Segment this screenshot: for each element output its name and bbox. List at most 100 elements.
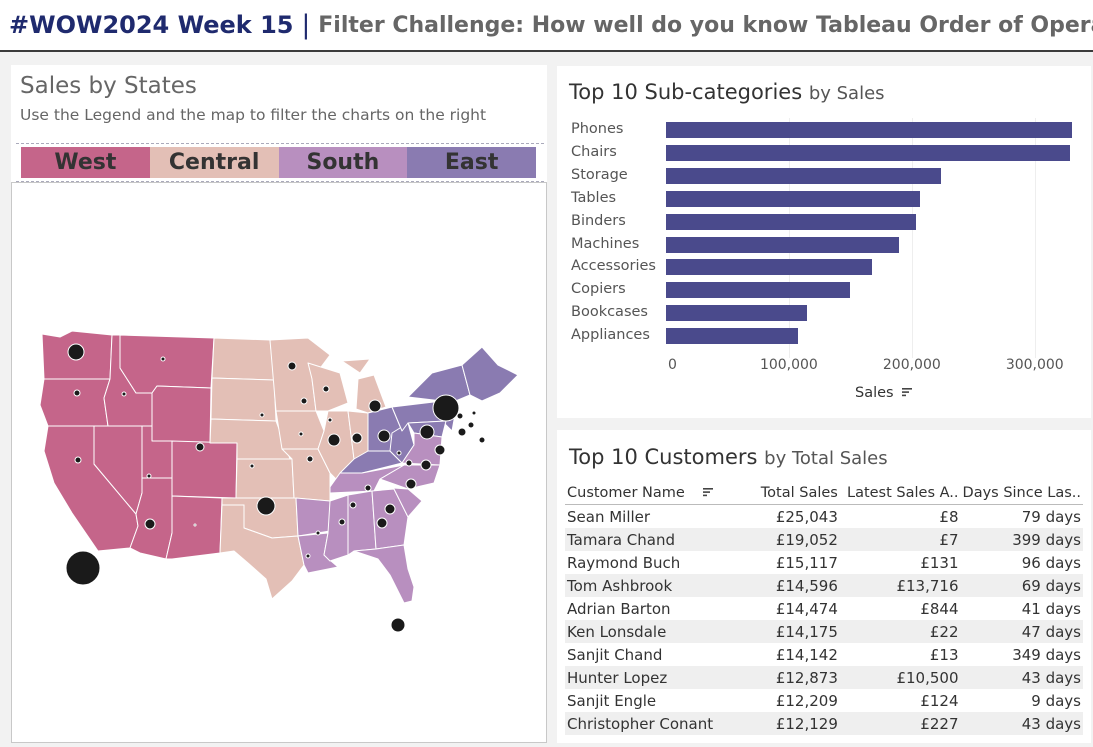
state-south-carolina[interactable] — [379, 486, 423, 518]
state-alabama[interactable] — [347, 490, 377, 556]
sales-bubble[interactable] — [376, 517, 388, 529]
sales-bubble[interactable] — [67, 343, 85, 361]
sales-bubble[interactable] — [73, 389, 81, 397]
sales-bubble[interactable] — [368, 399, 382, 413]
state-florida[interactable] — [353, 544, 415, 604]
state-new-england[interactable] — [461, 346, 519, 402]
state-georgia[interactable] — [371, 488, 409, 550]
table-row[interactable]: Christopher Conant £12,129 £227 43 days — [565, 712, 1083, 735]
sales-bubble[interactable] — [160, 356, 166, 362]
bar-appliances[interactable] — [666, 328, 798, 345]
sort-descending-icon[interactable] — [703, 485, 714, 501]
sales-bubble[interactable] — [259, 412, 265, 418]
sales-bubble[interactable] — [144, 518, 156, 530]
bar-binders[interactable] — [666, 213, 916, 230]
state-new-mexico[interactable] — [165, 495, 223, 560]
legend-south[interactable]: South — [278, 147, 408, 178]
bar-label-copiers: Copiers — [571, 281, 626, 298]
state-wyoming[interactable] — [151, 385, 212, 444]
sales-bubble[interactable] — [322, 385, 330, 393]
sales-bubble[interactable] — [193, 523, 197, 527]
sales-bubble[interactable] — [338, 518, 346, 526]
sales-bubble[interactable] — [405, 478, 417, 490]
sales-bubble[interactable] — [298, 431, 304, 437]
table-row[interactable]: Raymond Buch £15,117 £131 96 days — [565, 551, 1083, 574]
sales-bubble[interactable] — [419, 424, 435, 440]
bar-bookcases[interactable] — [666, 305, 807, 322]
sales-bubble[interactable] — [405, 459, 413, 467]
us-map-svg[interactable] — [12, 183, 546, 742]
bar-storage[interactable] — [666, 167, 941, 184]
sales-bubble[interactable] — [121, 391, 127, 397]
sort-descending-icon[interactable] — [902, 385, 913, 401]
sales-bubble[interactable] — [420, 459, 432, 471]
legend-east[interactable]: East — [407, 147, 536, 178]
sales-bubble[interactable] — [434, 444, 446, 456]
table-row[interactable]: Sanjit Chand £14,142 £13 349 days — [565, 643, 1083, 666]
column-header-total-sales[interactable]: Total Sales — [740, 482, 840, 505]
sales-bubble[interactable] — [287, 361, 297, 371]
sales-bubble[interactable] — [74, 456, 82, 464]
sales-bubble[interactable] — [396, 450, 402, 456]
sales-bubble[interactable] — [349, 501, 357, 509]
sales-bubble[interactable] — [327, 433, 341, 447]
customers-title: Top 10 Customers by Total Sales — [569, 445, 888, 469]
sales-bubble[interactable] — [432, 394, 460, 422]
table-row[interactable]: Tom Ashbrook £14,596 £13,716 69 days — [565, 574, 1083, 597]
sales-bubble[interactable] — [146, 473, 152, 479]
state-colorado[interactable] — [171, 440, 238, 499]
sales-bubble[interactable] — [327, 417, 333, 423]
bar-label-bookcases: Bookcases — [571, 304, 648, 321]
sales-bubble[interactable] — [467, 421, 475, 429]
state-texas[interactable] — [219, 504, 305, 600]
sales-bubble[interactable] — [300, 397, 308, 405]
sales-bubble[interactable] — [315, 530, 321, 536]
bar-chairs[interactable] — [666, 144, 1070, 161]
sales-bubble[interactable] — [256, 496, 276, 516]
sales-bubble[interactable] — [306, 455, 314, 463]
bar-accessories[interactable] — [666, 259, 872, 276]
sales-bubble[interactable] — [471, 410, 477, 416]
table-row[interactable]: Sean Miller £25,043 £8 79 days — [565, 505, 1083, 529]
sales-bubble[interactable] — [390, 617, 406, 633]
x-axis-title[interactable]: Sales — [855, 385, 913, 401]
sales-bubble[interactable] — [351, 432, 363, 444]
state-tennessee[interactable] — [329, 464, 405, 494]
sales-bubble[interactable] — [457, 427, 467, 437]
table-row[interactable]: Tamara Chand £19,052 £7 399 days — [565, 528, 1083, 551]
cell-total-sales: £15,117 — [775, 553, 838, 572]
bar-machines[interactable] — [666, 236, 899, 253]
bar-copiers[interactable] — [666, 282, 850, 299]
legend-west[interactable]: West — [21, 147, 150, 178]
sales-bubble[interactable] — [65, 550, 101, 586]
sales-bubble[interactable] — [478, 436, 486, 444]
sales-bubble[interactable] — [249, 463, 255, 469]
us-states-map[interactable] — [11, 182, 547, 743]
sales-bubble[interactable] — [456, 412, 464, 420]
gridline — [1035, 118, 1036, 358]
sales-bubble[interactable] — [377, 429, 391, 443]
state-south-dakota[interactable] — [210, 377, 277, 422]
state-oregon[interactable] — [39, 378, 111, 427]
state-montana[interactable] — [119, 334, 215, 394]
legend-central[interactable]: Central — [149, 147, 279, 178]
sales-bubble[interactable] — [364, 484, 372, 492]
table-row[interactable]: Ken Lonsdale £14,175 £22 47 days — [565, 620, 1083, 643]
column-header-latest-sales[interactable]: Latest Sales A.. — [839, 482, 961, 505]
bar-label-chairs: Chairs — [571, 143, 617, 160]
state-iowa[interactable] — [275, 410, 325, 450]
sales-bubble[interactable] — [305, 553, 311, 559]
state-north-dakota[interactable] — [211, 337, 275, 381]
column-header-days-since[interactable]: Days Since Las.. — [960, 482, 1083, 505]
bar-tables[interactable] — [666, 190, 920, 207]
column-header-customer-name[interactable]: Customer Name — [565, 482, 741, 505]
cell-total-sales: £14,596 — [740, 574, 840, 597]
table-row[interactable]: Hunter Lopez £12,873 £10,500 43 days — [565, 666, 1083, 689]
table-row[interactable]: Sanjit Engle £12,209 £124 9 days — [565, 689, 1083, 712]
state-kansas[interactable] — [235, 458, 295, 499]
bar-phones[interactable] — [666, 122, 1072, 138]
sales-bubble[interactable] — [384, 503, 396, 515]
table-row[interactable]: Adrian Barton £14,474 £844 41 days — [565, 597, 1083, 620]
state-arkansas[interactable] — [295, 497, 331, 537]
sales-bubble[interactable] — [195, 442, 205, 452]
